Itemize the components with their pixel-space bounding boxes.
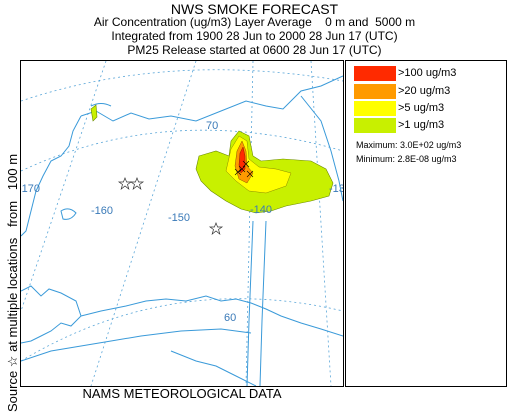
lat-label: 60 (224, 312, 236, 324)
legend-label: >5 ug/m3 (398, 102, 445, 114)
lon-label: -160 (91, 205, 113, 217)
minimum-value: Minimum: 2.8E-08 ug/m3 (356, 154, 457, 164)
release-info: PM25 Release started at 0600 28 Jun 17 (… (127, 43, 382, 57)
meridian-line (310, 61, 332, 386)
legend-swatch (354, 66, 396, 81)
parallel-line (21, 298, 343, 362)
legend: >100 ug/m3 >20 ug/m3 >5 ug/m3 >1 ug/m3 M… (345, 60, 507, 387)
legend-swatch (354, 118, 396, 133)
legend-label: >20 ug/m3 (398, 85, 451, 97)
star-icon (208, 222, 224, 235)
map-canvas: -170 -160 -150 -130 -140 70 60 (21, 61, 343, 386)
source-side-label: Source ☆ at multiple locations from 100 … (5, 153, 20, 412)
parallel-line (21, 129, 343, 172)
coastline (21, 75, 343, 386)
meridian-line (90, 61, 197, 386)
graticule (21, 61, 343, 386)
legend-item: >20 ug/m3 (354, 84, 504, 99)
smoke-map: -170 -160 -150 -130 -140 70 60 (20, 60, 344, 387)
legend-item: >5 ug/m3 (354, 101, 504, 116)
legend-swatch (354, 84, 396, 99)
source-markers (117, 177, 224, 235)
lon-label: -150 (168, 212, 190, 224)
meridian-line (21, 61, 107, 312)
lon-label: -140 (250, 204, 272, 216)
parallel-line (21, 69, 343, 102)
star-icon (117, 177, 133, 190)
legend-label: >1 ug/m3 (398, 119, 445, 131)
integration-period: Integrated from 1900 28 Jun to 2000 28 J… (111, 29, 398, 43)
source-cluster (234, 160, 254, 178)
legend-swatch (354, 101, 396, 116)
legend-item: >1 ug/m3 (354, 118, 504, 133)
plume-level-1 (90, 104, 98, 122)
meridian-line (245, 61, 254, 386)
forecast-title: NWS SMOKE FORECAST (170, 1, 339, 17)
concentration-description: Air Concentration (ug/m3) Layer Average … (93, 15, 416, 29)
lon-label: -130 (329, 183, 343, 195)
meteorological-data-label: NAMS METEOROLOGICAL DATA (82, 386, 282, 401)
legend-label: >100 ug/m3 (398, 67, 457, 79)
star-icon (129, 177, 145, 190)
smoke-plume (90, 104, 334, 214)
lon-label: -170 (21, 183, 40, 195)
maximum-value: Maximum: 3.0E+02 ug/m3 (356, 140, 462, 150)
legend-item: >100 ug/m3 (354, 66, 504, 81)
lat-label: 70 (206, 120, 218, 132)
